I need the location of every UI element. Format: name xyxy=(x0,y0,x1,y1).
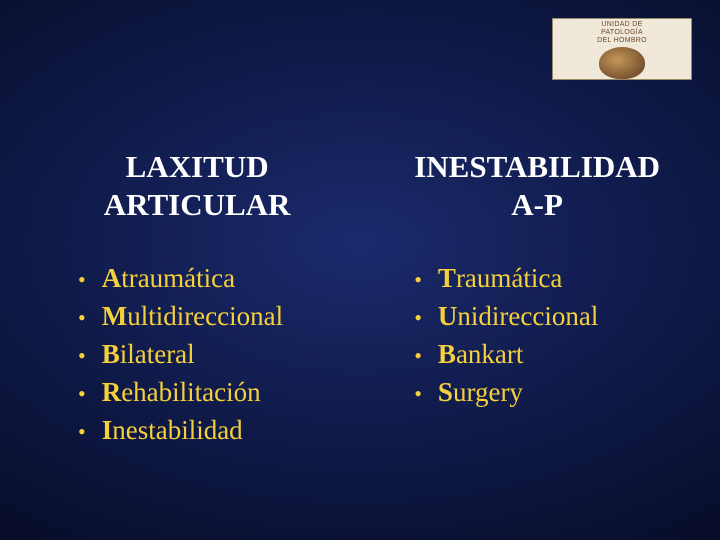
item-text: Surgery xyxy=(438,374,523,410)
bullet-icon: • xyxy=(414,338,422,374)
list-item: • Multidireccional xyxy=(78,298,316,336)
item-text: Bilateral xyxy=(102,336,195,372)
item-text: Atraumática xyxy=(102,260,235,296)
item-text: Multidireccional xyxy=(102,298,283,334)
item-text: Inestabilidad xyxy=(102,412,243,448)
bullet-icon: • xyxy=(414,300,422,336)
bullet-icon: • xyxy=(78,262,86,298)
logo-text-line1: UNIDAD DE xyxy=(601,21,642,29)
column-left-title: LAXITUD ARTICULAR xyxy=(78,148,316,224)
column-left: LAXITUD ARTICULAR • Atraumática • Multid… xyxy=(0,148,356,450)
list-item: • Bilateral xyxy=(78,336,316,374)
item-text: Rehabilitación xyxy=(102,374,261,410)
list-item: • Rehabilitación xyxy=(78,374,316,412)
bullet-icon: • xyxy=(78,338,86,374)
logo-graphic-icon xyxy=(599,47,645,79)
two-column-layout: LAXITUD ARTICULAR • Atraumática • Multid… xyxy=(0,148,720,450)
list-item: • Atraumática xyxy=(78,260,316,298)
bullet-icon: • xyxy=(414,262,422,298)
bullet-icon: • xyxy=(414,376,422,412)
bullet-icon: • xyxy=(78,300,86,336)
column-right-title: INESTABILIDAD A-P xyxy=(414,148,660,224)
item-text: Unidireccional xyxy=(438,298,598,334)
list-item: • Traumática xyxy=(414,260,660,298)
bullet-icon: • xyxy=(78,414,86,450)
item-text: Bankart xyxy=(438,336,523,372)
list-item: • Inestabilidad xyxy=(78,412,316,450)
logo-text-line2: PATOLOGÍA xyxy=(601,29,643,37)
column-right: INESTABILIDAD A-P • Traumática • Unidire… xyxy=(356,148,720,450)
logo-text-line3: DEL HOMBRO xyxy=(597,37,647,45)
list-item: • Bankart xyxy=(414,336,660,374)
list-item: • Surgery xyxy=(414,374,660,412)
bullet-icon: • xyxy=(78,376,86,412)
item-text: Traumática xyxy=(438,260,562,296)
logo-badge: UNIDAD DE PATOLOGÍA DEL HOMBRO xyxy=(552,18,692,80)
list-item: • Unidireccional xyxy=(414,298,660,336)
